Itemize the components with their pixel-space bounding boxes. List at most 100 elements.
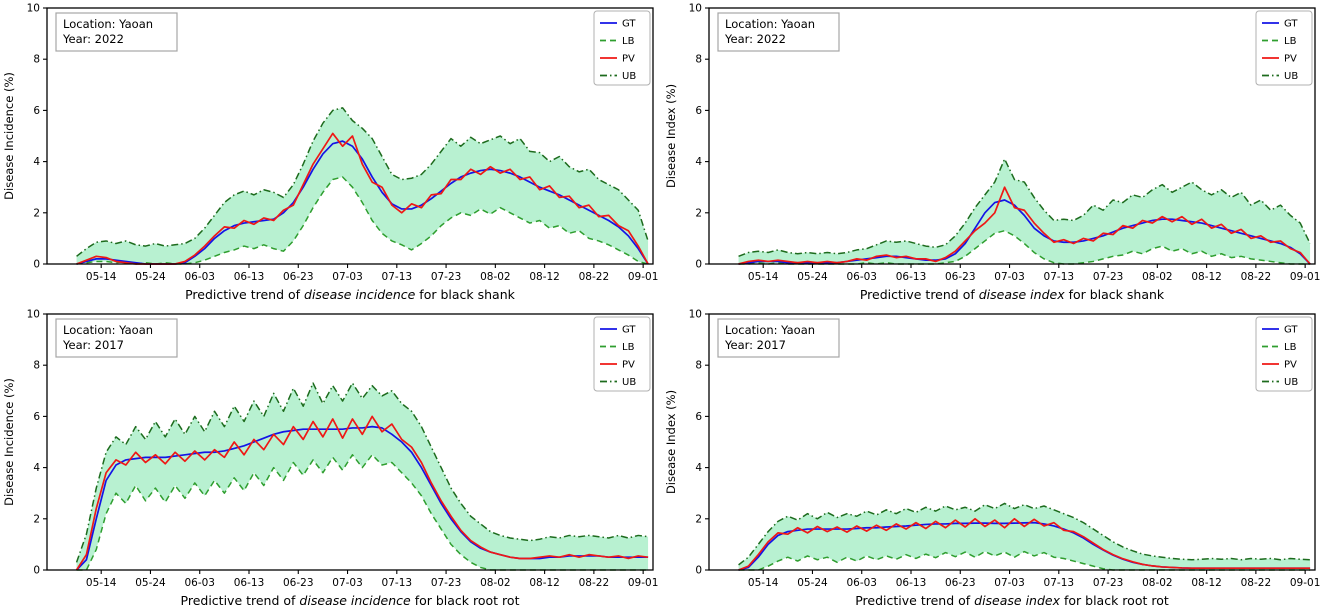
x-tick-label: 06-23 bbox=[945, 271, 976, 283]
x-tick-label: 06-13 bbox=[896, 577, 927, 589]
x-tick-label: 08-12 bbox=[1191, 271, 1222, 283]
legend-label-ub: UB bbox=[1284, 71, 1298, 82]
plot-frame bbox=[708, 313, 1316, 571]
y-tick-label: 2 bbox=[33, 513, 40, 525]
x-tick-label: 08-22 bbox=[579, 577, 610, 589]
x-tick-label: 07-13 bbox=[382, 271, 413, 283]
x-tick-label: 09-01 bbox=[628, 577, 659, 589]
y-tick-label: 8 bbox=[695, 54, 702, 66]
x-tick-label: 06-13 bbox=[234, 271, 265, 283]
annotation-year: Year: 2022 bbox=[62, 32, 124, 46]
y-tick-label: 6 bbox=[695, 411, 702, 423]
chart-title: Predictive trend of disease index for bl… bbox=[855, 593, 1169, 608]
annotation-year: Year: 2017 bbox=[62, 338, 124, 352]
legend-label-gt: GT bbox=[622, 19, 636, 30]
x-tick-label: 08-22 bbox=[1241, 577, 1272, 589]
x-tick-label: 09-01 bbox=[628, 271, 659, 283]
x-tick-label: 08-22 bbox=[579, 271, 610, 283]
x-tick-label: 08-02 bbox=[480, 577, 511, 589]
x-tick-label: 08-02 bbox=[1142, 577, 1173, 589]
legend-label-ub: UB bbox=[622, 71, 636, 82]
legend-box bbox=[593, 316, 651, 392]
legend-label-lb: LB bbox=[1284, 342, 1297, 353]
x-tick-label: 06-03 bbox=[846, 271, 877, 283]
x-tick-label: 06-23 bbox=[283, 577, 314, 589]
x-tick-label: 08-12 bbox=[529, 577, 560, 589]
legend-label-gt: GT bbox=[1284, 325, 1298, 336]
y-axis-label: Disease Index (%) bbox=[664, 390, 678, 494]
y-tick-label: 8 bbox=[33, 54, 40, 66]
legend-box bbox=[593, 10, 651, 86]
x-tick-label: 07-23 bbox=[431, 577, 462, 589]
y-tick-label: 8 bbox=[33, 360, 40, 372]
annotation-location: Location: Yaoan bbox=[725, 17, 815, 31]
legend-label-lb: LB bbox=[622, 36, 635, 47]
x-tick-label: 07-23 bbox=[431, 271, 462, 283]
chart-disease-index-black-shank-2022: 0 2 4 6 8 10 05-14 05-24 06-03 06-13 06-23 07-03 07-… bbox=[664, 3, 1321, 303]
x-tick-label: 07-13 bbox=[1044, 271, 1075, 283]
annotation-box bbox=[55, 318, 178, 358]
x-tick-label: 06-13 bbox=[896, 271, 927, 283]
series-line-ub bbox=[76, 107, 649, 257]
legend-label-ub: UB bbox=[622, 377, 636, 388]
annotation-location: Location: Yaoan bbox=[725, 323, 815, 337]
x-tick-label: 07-03 bbox=[332, 577, 363, 589]
y-tick-label: 6 bbox=[695, 105, 702, 117]
annotation-location: Location: Yaoan bbox=[63, 323, 153, 337]
y-tick-label: 4 bbox=[695, 462, 702, 474]
x-tick-label: 08-12 bbox=[529, 271, 560, 283]
x-tick-label: 05-14 bbox=[86, 577, 117, 589]
legend-label-pv: PV bbox=[1284, 360, 1297, 371]
y-axis-label: Disease Index (%) bbox=[664, 84, 678, 188]
annotation-year: Year: 2022 bbox=[724, 32, 786, 46]
legend-label-gt: GT bbox=[622, 325, 636, 336]
y-axis-label: Disease Incidence (%) bbox=[2, 378, 16, 506]
y-tick-label: 2 bbox=[695, 513, 702, 525]
y-tick-label: 10 bbox=[27, 3, 40, 15]
x-tick-label: 09-01 bbox=[1290, 577, 1321, 589]
x-tick-label: 07-13 bbox=[1044, 577, 1075, 589]
x-tick-label: 05-24 bbox=[797, 577, 828, 589]
x-tick-label: 05-14 bbox=[86, 271, 117, 283]
x-tick-label: 05-14 bbox=[748, 271, 779, 283]
y-tick-label: 4 bbox=[33, 156, 40, 168]
x-tick-label: 08-12 bbox=[1191, 577, 1222, 589]
y-tick-label: 0 bbox=[695, 259, 702, 271]
y-tick-label: 6 bbox=[33, 411, 40, 423]
x-tick-label: 09-01 bbox=[1290, 271, 1321, 283]
y-tick-label: 0 bbox=[695, 565, 702, 577]
y-tick-label: 10 bbox=[689, 309, 702, 321]
annotation-box bbox=[717, 318, 840, 358]
confidence-band bbox=[738, 503, 1311, 570]
y-tick-label: 0 bbox=[33, 259, 40, 271]
y-tick-label: 0 bbox=[33, 565, 40, 577]
x-tick-label: 08-22 bbox=[1241, 271, 1272, 283]
legend-label-pv: PV bbox=[1284, 54, 1297, 65]
legend-label-pv: PV bbox=[622, 360, 635, 371]
x-tick-label: 05-24 bbox=[135, 577, 166, 589]
y-tick-label: 2 bbox=[33, 207, 40, 219]
series-line-lb bbox=[76, 176, 649, 265]
series-line-pv bbox=[75, 415, 649, 571]
annotation-box bbox=[55, 12, 178, 52]
x-tick-label: 06-23 bbox=[945, 577, 976, 589]
y-tick-label: 4 bbox=[695, 156, 702, 168]
x-tick-label: 05-24 bbox=[797, 271, 828, 283]
x-tick-label: 07-23 bbox=[1093, 271, 1124, 283]
annotation-location: Location: Yaoan bbox=[63, 17, 153, 31]
series-line-ub bbox=[75, 382, 649, 563]
legend-box bbox=[1255, 10, 1313, 86]
series-line-ub bbox=[738, 158, 1311, 258]
series-line-ub bbox=[738, 502, 1311, 566]
plot-frame bbox=[708, 7, 1316, 265]
annotation-year: Year: 2017 bbox=[724, 338, 786, 352]
legend-label-ub: UB bbox=[1284, 377, 1298, 388]
chart-title: Predictive trend of disease incidence fo… bbox=[181, 593, 520, 608]
x-tick-label: 06-23 bbox=[283, 271, 314, 283]
y-tick-label: 10 bbox=[27, 309, 40, 321]
x-tick-label: 06-13 bbox=[234, 577, 265, 589]
legend-box bbox=[1255, 316, 1313, 392]
x-tick-label: 07-03 bbox=[994, 271, 1025, 283]
x-tick-label: 06-03 bbox=[184, 271, 215, 283]
